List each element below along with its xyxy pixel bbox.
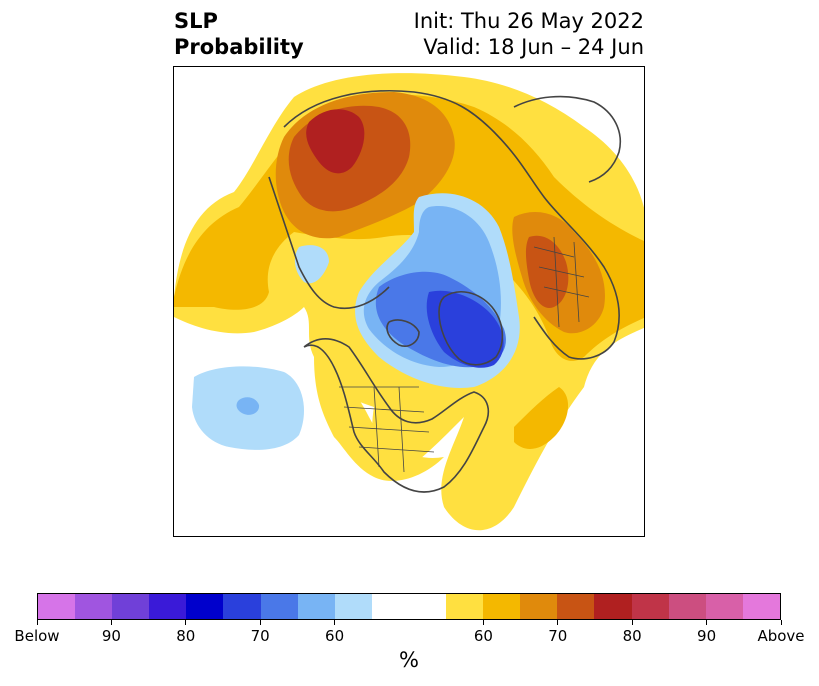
colorbar-tick-mark xyxy=(631,620,633,625)
colorbar-swatch xyxy=(408,594,447,619)
below-75-fill xyxy=(426,290,504,368)
title-variable: SLP xyxy=(174,9,218,33)
colorbar-swatch xyxy=(742,594,780,619)
asia-coast xyxy=(513,95,621,183)
colorbar-tick-label: 90 xyxy=(101,627,121,645)
colorbar-unit-label: % xyxy=(399,648,419,672)
above-80-fill xyxy=(306,109,365,174)
colorbar-swatch xyxy=(297,594,335,619)
colorbar-swatch xyxy=(520,594,558,619)
colorbar-swatch xyxy=(631,594,669,619)
colorbar-tick-mark xyxy=(557,620,559,625)
title-product: Probability xyxy=(174,35,304,59)
colorbar-tick-label: Above xyxy=(757,627,805,645)
colorbar-tick-mark xyxy=(36,620,38,625)
colorbar-tick-label: 90 xyxy=(697,627,717,645)
colorbar-swatch xyxy=(446,594,484,619)
colorbar-swatch xyxy=(38,594,76,619)
north-america-coast xyxy=(303,337,490,493)
colorbar-swatch xyxy=(186,594,224,619)
europe-borders xyxy=(533,236,590,328)
colorbar-tick-mark xyxy=(110,620,112,625)
colorbar-swatch xyxy=(705,594,743,619)
colorbar-tick-mark xyxy=(185,620,187,625)
valid-period: Valid: 18 Jun – 24 Jun xyxy=(423,35,644,59)
colorbar-tick-mark xyxy=(259,620,261,625)
eurasia-coast xyxy=(283,89,620,360)
probability-map-svg xyxy=(174,73,644,531)
atlantic-65-fill xyxy=(514,387,569,449)
below-normal-region xyxy=(192,193,520,450)
colorbar-swatch xyxy=(260,594,298,619)
colorbar-swatch xyxy=(149,594,187,619)
colorbar-swatch xyxy=(668,594,706,619)
colorbar-tick-label: 80 xyxy=(622,627,642,645)
colorbar-swatch xyxy=(75,594,113,619)
pacific-below-65-fill xyxy=(236,397,260,415)
colorbar-swatch xyxy=(557,594,595,619)
colorbar-swatch xyxy=(223,594,261,619)
colorbar-tick-label: 70 xyxy=(548,627,568,645)
colorbar-swatch xyxy=(483,594,521,619)
siberia-coast xyxy=(268,176,390,310)
arctic-islands xyxy=(386,319,420,347)
coastlines xyxy=(268,89,621,493)
greenland-coast xyxy=(438,291,504,366)
map-dates: Init: Thu 26 May 2022 Valid: 18 Jun – 24… xyxy=(414,8,644,60)
colorbar-tick-label: Below xyxy=(14,627,60,645)
colorbar-tick-mark xyxy=(780,620,782,625)
map-title: SLP Probability xyxy=(174,8,304,60)
colorbar-tick-mark xyxy=(482,620,484,625)
north-america-60-fill xyxy=(314,357,444,481)
colorbar xyxy=(37,593,781,620)
colorbar-swatch xyxy=(112,594,150,619)
colorbar-tick-mark xyxy=(706,620,708,625)
colorbar-tick-label: 60 xyxy=(473,627,493,645)
colorbar-tick-label: 70 xyxy=(250,627,270,645)
colorbar-tick-label: 80 xyxy=(176,627,196,645)
colorbar-swatch xyxy=(334,594,372,619)
colorbar-tick-mark xyxy=(334,620,336,625)
colorbar-tick-label: 60 xyxy=(325,627,345,645)
colorbar-swatch xyxy=(594,594,632,619)
polar-map xyxy=(173,66,645,537)
init-date: Init: Thu 26 May 2022 xyxy=(413,9,644,33)
colorbar-swatch xyxy=(371,594,409,619)
us-borders xyxy=(339,386,435,473)
